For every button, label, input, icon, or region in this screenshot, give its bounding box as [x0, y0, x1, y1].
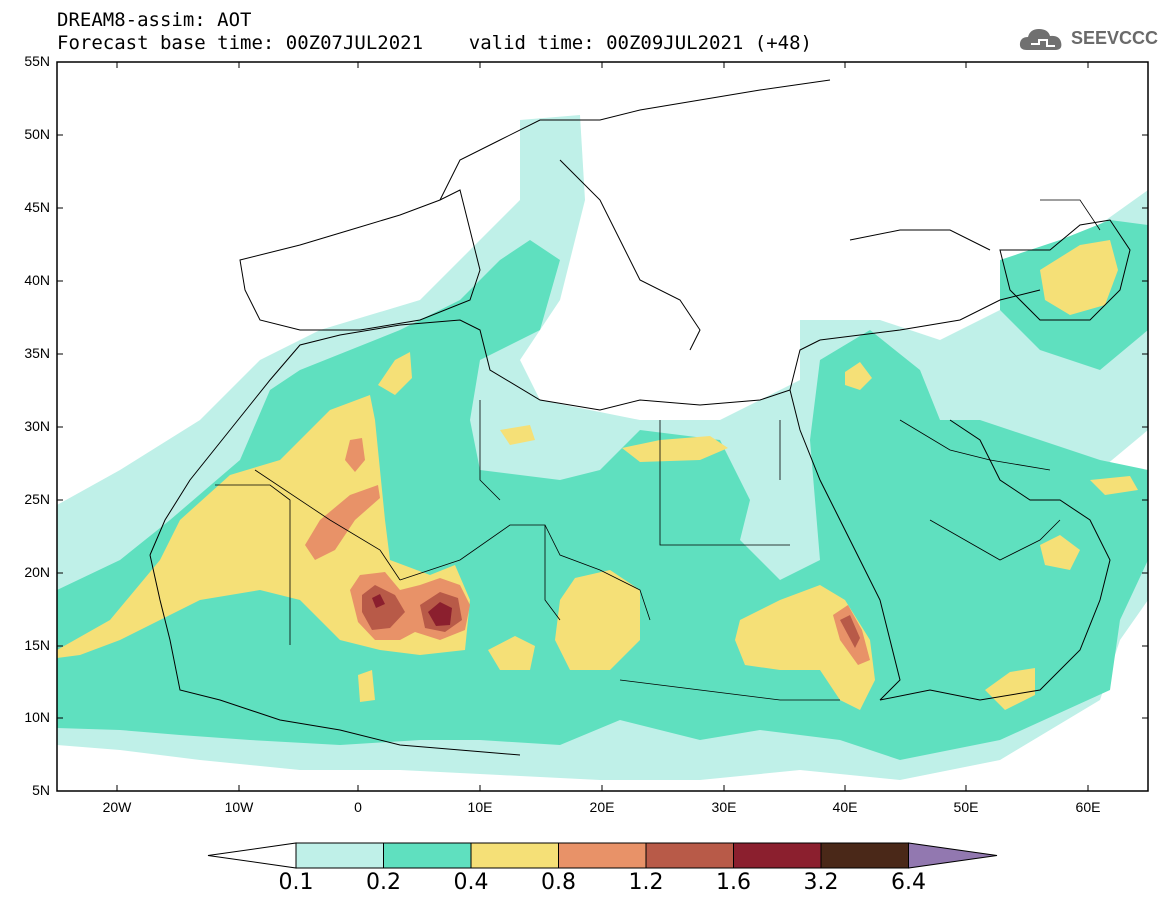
country-borders: [215, 199, 1101, 701]
lat-label: 55N: [24, 53, 50, 69]
colorbar-swatch: [295, 842, 384, 869]
colorbar-swatch: [645, 842, 734, 869]
lat-label: 50N: [24, 126, 50, 142]
lon-label: 60E: [1076, 799, 1101, 815]
lat-label: 5N: [32, 782, 50, 798]
colorbar-label: 0.4: [453, 870, 489, 895]
lat-label: 45N: [24, 199, 50, 215]
colorbar-swatch: [558, 842, 647, 869]
lat-label: 30N: [24, 418, 50, 434]
contour-0-4-caspian: [1040, 240, 1118, 315]
colorbar-label: 1.2: [628, 870, 664, 895]
colorbar-label: 0.8: [541, 870, 576, 895]
logo-text: SEEVCCC: [1071, 28, 1159, 48]
lat-label: 25N: [24, 491, 50, 507]
contour-0-8-north: [345, 438, 365, 472]
colorbar-swatch: [383, 842, 472, 869]
lon-label: 0: [354, 799, 362, 815]
lon-label: 40E: [833, 799, 858, 815]
contour-0-4-iraq: [845, 362, 872, 390]
coastlines: [149, 79, 1131, 756]
contour-0-4-libya: [500, 425, 535, 445]
colorbar-swatch: [820, 842, 909, 869]
colorbar-label: 3.2: [803, 870, 839, 895]
aot-contours: [57, 115, 1148, 780]
contour-1-2-niger: [362, 585, 405, 630]
colorbar-under-arrow: [207, 842, 297, 869]
seevccc-logo: SEEVCCC: [1017, 22, 1159, 58]
colorbar-label: 0.1: [278, 870, 314, 895]
lat-label: 10N: [24, 709, 50, 725]
lat-label: 15N: [24, 637, 50, 653]
lat-label: 35N: [24, 345, 50, 361]
colorbar: [207, 842, 998, 869]
lon-label: 20E: [590, 799, 615, 815]
contour-0-2: [57, 240, 1148, 760]
lat-label: 40N: [24, 272, 50, 288]
lon-label: 10W: [225, 799, 255, 815]
lat-label: 20N: [24, 564, 50, 580]
axis-ticks: [57, 61, 1148, 791]
contour-1-6-niger: [428, 602, 452, 626]
contour-0-4-egypt: [622, 436, 728, 462]
colorbar-label: 6.4: [891, 870, 926, 895]
contour-1-6-mali: [372, 594, 385, 608]
longitude-labels: 20W 10W 0 10E 20E 30E 40E 50E 60E: [103, 799, 1101, 815]
colorbar-label: 0.2: [366, 870, 401, 895]
contour-0-4-nigeria: [488, 636, 535, 670]
contour-0-4-chad: [555, 570, 640, 670]
cloud-icon: [1019, 29, 1062, 50]
colorbar-labels: 0.1 0.2 0.4 0.8 1.2 1.6 3.2 6.4: [0, 870, 1165, 900]
contour-0-4-gulf: [1090, 476, 1138, 495]
colorbar-label: 1.6: [716, 870, 751, 895]
colorbar-swatch: [733, 842, 822, 869]
contour-0-4-mali: [358, 670, 375, 702]
colorbar-swatch: [470, 842, 559, 869]
lon-label: 20W: [103, 799, 133, 815]
lon-label: 50E: [954, 799, 979, 815]
colorbar-over-arrow: [908, 842, 998, 869]
map-title: DREAM8-assim: AOT: [57, 9, 252, 31]
contour-0-4-arabian: [985, 668, 1035, 710]
latitude-labels: 55N 50N 45N 40N 35N 30N 25N 20N 15N 10N 5N: [24, 53, 50, 798]
forecast-times: Forecast base time: 00Z07JUL2021 valid t…: [57, 32, 812, 54]
lon-label: 30E: [712, 799, 737, 815]
contour-0-4-oman: [1040, 535, 1080, 570]
contour-0-8-streak: [305, 485, 380, 560]
contour-0-4-north: [378, 352, 412, 395]
lon-label: 10E: [468, 799, 493, 815]
contour-1-2-eritrea: [840, 615, 860, 648]
